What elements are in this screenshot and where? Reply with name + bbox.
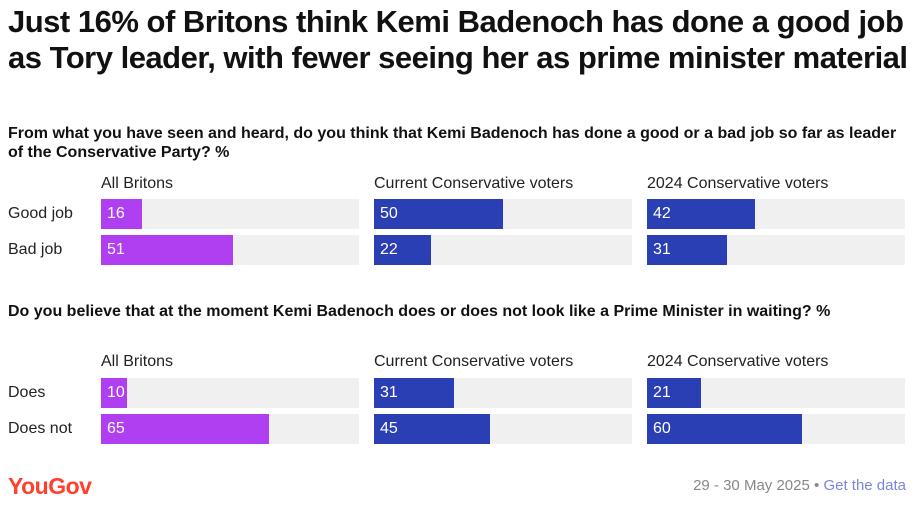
bar-value-label: 42 (653, 205, 671, 222)
bar-value-label: 22 (380, 241, 398, 258)
footer-meta: 29 - 30 May 2025 • Get the data (693, 477, 906, 495)
bar-value-label: 51 (107, 241, 125, 258)
category-label: Does not (8, 420, 73, 437)
bar (101, 378, 127, 408)
bar (647, 235, 727, 265)
bar-value-label: 65 (107, 420, 125, 437)
bar (647, 378, 701, 408)
bar-track: 31 (374, 378, 632, 408)
bar-value-label: 31 (653, 241, 671, 258)
bar-value-label: 50 (380, 205, 398, 222)
bar (374, 235, 431, 265)
category-label: Bad job (8, 241, 63, 258)
bar (647, 199, 755, 229)
group-label: All Britons (101, 353, 174, 370)
bar-track: 50 (374, 199, 632, 229)
bar-value-label: 60 (653, 420, 671, 437)
chart-title: Just 16% of Britons think Kemi Badenoch … (8, 4, 908, 75)
category-label: Does (8, 384, 46, 401)
bar-track: 65 (101, 414, 359, 444)
bar (101, 199, 142, 229)
bar (101, 235, 233, 265)
footer-separator: • (814, 477, 820, 494)
question-text: From what you have seen and heard, do yo… (8, 125, 897, 161)
category-label: Good job (8, 205, 73, 222)
bar-track: 10 (101, 378, 359, 408)
bar (101, 414, 269, 444)
bar (374, 199, 503, 229)
bar-track: 60 (647, 414, 905, 444)
group-label: 2024 Conservative voters (647, 353, 829, 370)
bar-track: 51 (101, 235, 359, 265)
bar-value-label: 16 (107, 205, 125, 222)
bar (374, 378, 454, 408)
group-label: 2024 Conservative voters (647, 175, 829, 192)
bar-value-label: 10 (107, 384, 125, 401)
bar-track: 22 (374, 235, 632, 265)
get-the-data-link[interactable]: Get the data (823, 477, 906, 494)
bar-track: 31 (647, 235, 905, 265)
bar-track: 21 (647, 378, 905, 408)
bar (647, 414, 802, 444)
bar-track: 42 (647, 199, 905, 229)
yougov-logo: YouGov (8, 473, 92, 499)
bar-value-label: 45 (380, 420, 398, 437)
group-label: Current Conservative voters (374, 175, 574, 192)
bar-value-label: 21 (653, 384, 671, 401)
bar-track: 45 (374, 414, 632, 444)
bar (374, 414, 490, 444)
question-text: Do you believe that at the moment Kemi B… (8, 303, 831, 320)
bar-value-label: 31 (380, 384, 398, 401)
group-label: All Britons (101, 175, 174, 192)
survey-date: 29 - 30 May 2025 (693, 477, 810, 494)
group-label: Current Conservative voters (374, 353, 574, 370)
bar-track: 16 (101, 199, 359, 229)
